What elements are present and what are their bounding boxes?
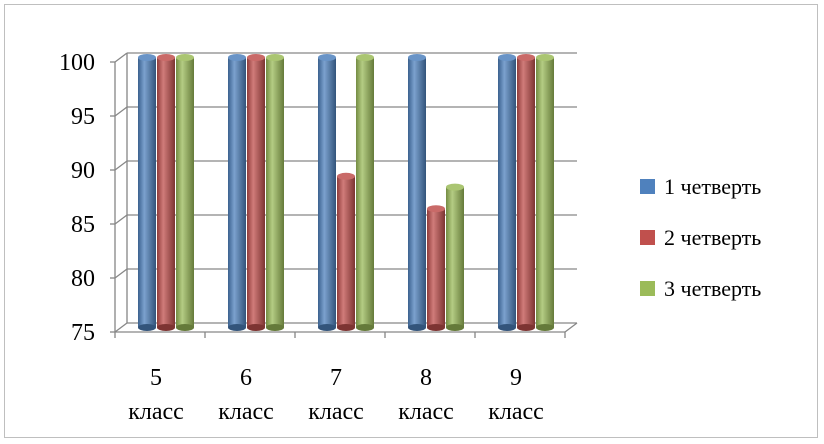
x-tick-label: класс (488, 399, 544, 425)
x-tick-label: 7 (330, 365, 342, 391)
legend-swatch (640, 179, 655, 194)
legend-swatch (640, 230, 655, 245)
y-tick-label: 90 (71, 158, 95, 184)
gridline-side (114, 52, 128, 63)
bar (427, 205, 445, 331)
x-tick-label: 8 (420, 365, 432, 391)
bar (176, 54, 194, 331)
bar (138, 54, 156, 331)
bar (498, 54, 516, 331)
y-tick-label: 85 (71, 212, 95, 238)
y-tick-label: 100 (59, 50, 95, 76)
bar (517, 54, 535, 331)
legend-label: 3 четверть (664, 276, 761, 301)
x-tick-label: 6 (240, 365, 252, 391)
bar (536, 54, 554, 331)
legend-swatch (640, 281, 655, 296)
y-tick-label: 80 (71, 266, 95, 292)
bar (356, 54, 374, 331)
legend-label: 1 четверть (664, 174, 761, 199)
axes (114, 53, 578, 333)
x-tick-label: 5 (150, 365, 162, 391)
bar (266, 54, 284, 331)
bar (247, 54, 265, 331)
legend-label: 2 четверть (664, 225, 761, 250)
bar (157, 54, 175, 331)
x-tick-label: класс (128, 399, 184, 425)
x-tick-label: класс (218, 399, 274, 425)
bar (446, 183, 464, 331)
y-tick-label: 75 (71, 320, 95, 346)
bar (337, 172, 355, 331)
gridline-side (114, 322, 128, 333)
x-axis-labels: 5 класс 6 класс 7 класс 8 класс 9 класс (114, 332, 566, 425)
x-tick-label: 9 (510, 365, 522, 391)
gridline-side (114, 160, 128, 171)
x-tick-label: класс (308, 399, 364, 425)
legend: 1 четверть 2 четверть 3 четверть (640, 174, 761, 301)
gridline-side (114, 214, 128, 225)
y-tick-label: 95 (71, 104, 95, 130)
bar (318, 54, 336, 331)
y-axis-ticks: 75 80 85 90 95 100 (59, 50, 115, 346)
bars (138, 54, 554, 331)
bar (408, 54, 426, 331)
gridline-side (114, 106, 128, 117)
bar (228, 54, 246, 331)
gridline-side (114, 268, 128, 279)
floor-edge (564, 322, 578, 333)
x-tick-label: класс (398, 399, 454, 425)
